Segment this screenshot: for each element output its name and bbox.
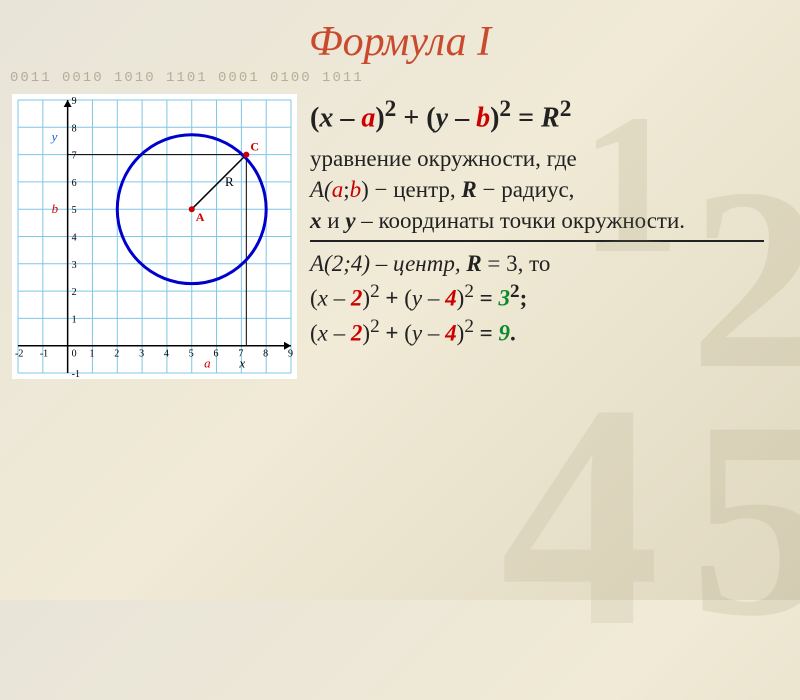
svg-text:4: 4 [72, 233, 77, 244]
svg-text:2: 2 [72, 287, 77, 298]
l3-y: y [345, 208, 355, 233]
l2-b: b [350, 177, 362, 202]
chart-panel: -2-10123456789123456789-1ACRybax [12, 94, 302, 379]
svg-text:b: b [52, 201, 59, 216]
bg-decor-1: 1 [580, 70, 680, 299]
svg-text:0: 0 [72, 349, 77, 360]
ex2-b: 4 [445, 321, 457, 346]
binary-decor: 0011 0010 1010 1101 0001 0100 1011 [0, 66, 800, 90]
svg-text:9: 9 [288, 349, 293, 360]
svg-text:-2: -2 [15, 349, 23, 360]
ex1-b: 4 [445, 286, 457, 311]
svg-text:8: 8 [263, 349, 268, 360]
svg-text:6: 6 [214, 349, 219, 360]
l3-x: x [310, 208, 322, 233]
f-R: R [541, 102, 560, 133]
f-y: y [436, 102, 448, 133]
l2-end: − радиус, [477, 177, 575, 202]
svg-text:9: 9 [72, 96, 77, 107]
l3-and: и [322, 208, 346, 233]
svg-text:2: 2 [114, 349, 119, 360]
svg-text:3: 3 [139, 349, 144, 360]
svg-text:R: R [225, 174, 234, 189]
f-eq: = [511, 102, 541, 133]
svg-text:3: 3 [72, 260, 77, 271]
l2-a: a [332, 177, 344, 202]
page-title: Формула I [0, 0, 800, 66]
content-row: -2-10123456789123456789-1ACRybax (x – a)… [0, 90, 800, 383]
ex-R: R [466, 251, 481, 276]
f-lp: ( [310, 102, 319, 133]
f-plus: + [396, 102, 426, 133]
f-minus1: – [333, 102, 361, 133]
svg-text:-1: -1 [72, 369, 80, 379]
svg-text:1: 1 [89, 349, 94, 360]
ex2-a: 2 [351, 321, 363, 346]
svg-text:y: y [50, 129, 58, 144]
f-sq3: 2 [560, 96, 572, 122]
svg-text:8: 8 [72, 123, 77, 134]
svg-text:5: 5 [72, 205, 77, 216]
ex-center-text: А(2;4) – центр, [310, 251, 466, 276]
svg-text:4: 4 [164, 349, 169, 360]
svg-text:x: x [238, 356, 245, 371]
f-a: a [361, 102, 375, 133]
f-sq1: 2 [385, 96, 397, 122]
circle-chart: -2-10123456789123456789-1ACRybax [12, 94, 297, 379]
svg-text:5: 5 [189, 349, 194, 360]
svg-text:6: 6 [72, 178, 77, 189]
f-minus2: – [448, 102, 476, 133]
l2-post: ) − центр, [361, 177, 461, 202]
f-sq2: 2 [499, 96, 511, 122]
l2-R: R [461, 177, 476, 202]
f-lp2: ( [426, 102, 435, 133]
ex1-tail: ; [520, 286, 528, 311]
ex-R-eq: = 3, то [482, 251, 551, 276]
f-b: b [476, 102, 490, 133]
ex1-r: 3 [499, 286, 511, 311]
ex1-a: 2 [351, 286, 363, 311]
bg-decor-5: 5 [690, 357, 800, 680]
svg-text:-1: -1 [40, 349, 48, 360]
bg-decor-4: 4 [500, 332, 660, 700]
f-rp1: ) [375, 102, 384, 133]
svg-text:a: a [204, 356, 211, 371]
svg-text:1: 1 [72, 314, 77, 325]
svg-text:C: C [250, 140, 259, 154]
f-rp2: ) [490, 102, 499, 133]
svg-text:A: A [196, 210, 205, 224]
svg-text:7: 7 [72, 151, 77, 162]
l2-pre: А( [310, 177, 332, 202]
f-x: x [319, 102, 333, 133]
